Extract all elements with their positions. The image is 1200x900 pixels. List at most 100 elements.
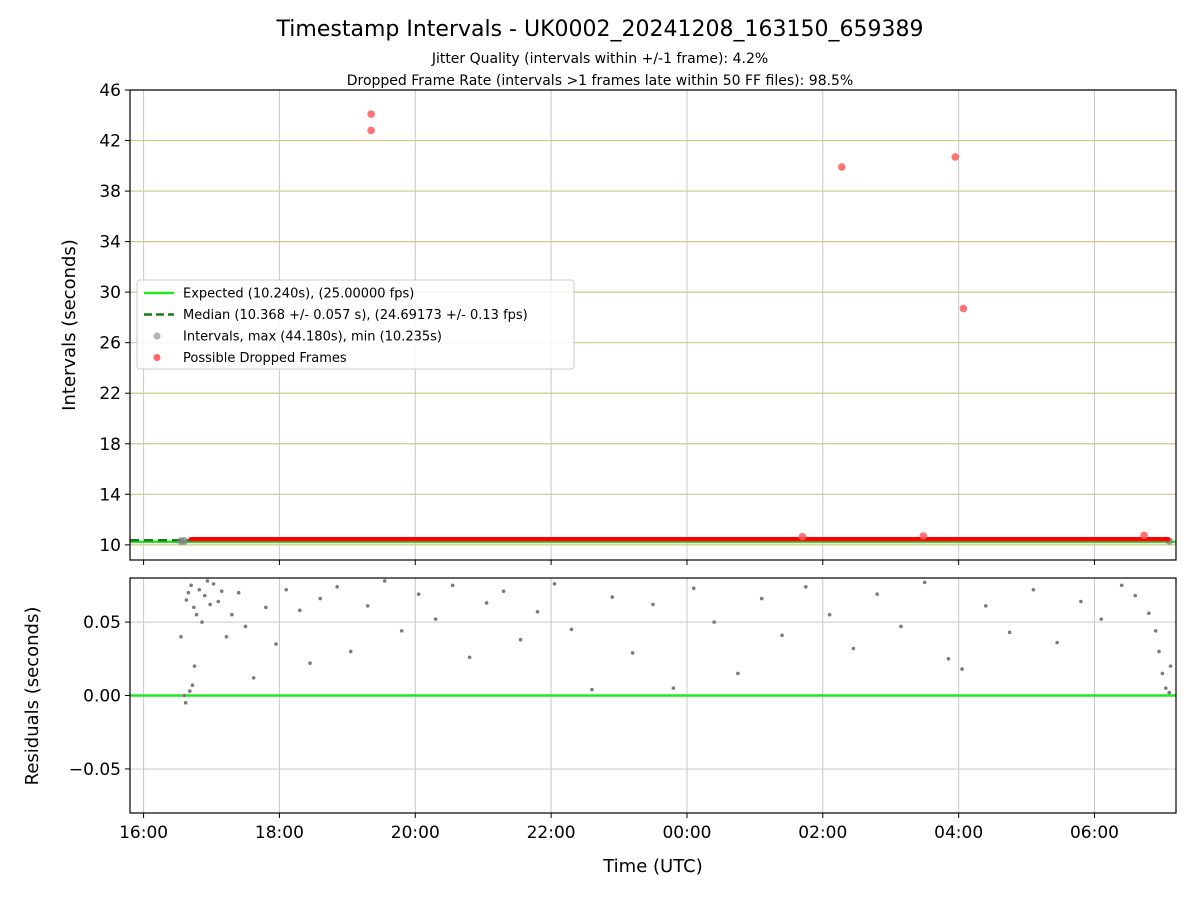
residual-point [251, 676, 256, 680]
residual-point [467, 655, 472, 660]
residual-point [1164, 686, 1168, 690]
time-x-axis: 16:00 18:00 20:00 22:00 00:00 02:00 04:00 06:00 [119, 813, 1119, 843]
dropped-frame-point [959, 304, 968, 313]
residual-point [1055, 640, 1059, 645]
intervals-y-tick-label: 10 [99, 536, 121, 556]
residuals-y-axis: −0.05 0.00 0.05 [69, 613, 130, 780]
dropped-frame-point [367, 126, 375, 135]
residual-point [984, 604, 988, 608]
residual-point [827, 612, 832, 617]
residuals-y-tick-label: −0.05 [69, 760, 121, 780]
intervals-y-tick-label: 18 [99, 435, 121, 455]
residual-point [202, 593, 207, 598]
residual-point [399, 629, 404, 633]
dropped-frame-point [798, 532, 807, 541]
time-x-tick-label: 02:00 [798, 823, 847, 843]
intervals-panel-frame [129, 89, 1177, 561]
time-x-tick-label: 16:00 [119, 823, 168, 843]
legend-box [136, 279, 575, 370]
residual-point [230, 612, 234, 617]
residual-point [183, 701, 188, 705]
residual-point [187, 689, 192, 693]
residual-point [851, 646, 856, 651]
residual-point [189, 583, 193, 588]
time-x-tick-label: 04:00 [934, 823, 983, 843]
residual-point [1153, 629, 1158, 633]
residuals-y-tick-label: 0.05 [83, 613, 121, 633]
residual-point [416, 592, 421, 596]
residual-point [318, 596, 322, 601]
residual-point [450, 583, 455, 588]
residual-point [216, 599, 221, 604]
residual-point [1160, 671, 1165, 676]
residual-point [610, 595, 615, 599]
residual-point [651, 602, 655, 607]
residual-point [197, 587, 202, 592]
residual-point [243, 624, 248, 629]
dropped-frame-point [919, 532, 928, 540]
residual-point [1147, 611, 1151, 616]
residual-point [759, 596, 764, 601]
intervals-marks [130, 110, 1176, 545]
legend-swatch-marker [153, 332, 161, 340]
residual-point [236, 590, 241, 595]
residual-point [946, 656, 951, 661]
intervals-panel: 10 14 18 22 26 30 34 38 42 46 Intervals (seconds)… [59, 81, 1177, 565]
time-x-axis-label: Time (UTC) [602, 856, 703, 877]
residual-point [208, 602, 212, 607]
residual-point [365, 604, 370, 608]
residual-point [552, 582, 557, 586]
intervals-y-tick-label: 30 [99, 283, 121, 303]
residual-point [219, 589, 224, 594]
chart-title: Timestamp Intervals - UK0002_20241208_16… [276, 17, 924, 42]
residual-point [264, 605, 268, 610]
legend: Expected (10.240s), (25.00000 fps) Median… [136, 279, 575, 370]
intervals-y-tick-label: 42 [99, 132, 121, 152]
residual-point [712, 620, 716, 624]
intervals-y-tick-label: 46 [99, 81, 121, 101]
residual-point [284, 587, 289, 592]
residual-point [1157, 649, 1161, 654]
residual-point [179, 634, 183, 639]
dropped-frame-point [1140, 531, 1148, 540]
residual-point [922, 580, 927, 585]
intervals-y-tick-label: 14 [99, 485, 121, 505]
residual-point [382, 579, 387, 583]
residual-point [899, 624, 903, 629]
residual-point [182, 693, 187, 698]
chart-subtitle-dropped: Dropped Frame Rate (intervals >1 frames … [347, 73, 854, 89]
residual-point [630, 651, 635, 655]
intervals-y-tick-label: 34 [99, 233, 121, 253]
residual-point [780, 633, 784, 638]
time-x-tick-label: 00:00 [662, 823, 711, 843]
residual-point [335, 585, 339, 589]
residual-point [1007, 630, 1012, 635]
residuals-y-tick-label: 0.00 [83, 687, 121, 707]
dropped-frame-point [951, 153, 960, 161]
dropped-frame-point [367, 110, 375, 118]
residual-point [1133, 593, 1138, 598]
legend-label: Median (10.368 +/- 0.057 s), (24.69173 +… [183, 308, 528, 323]
legend-label: Possible Dropped Frames [183, 351, 347, 366]
time-x-tick-label: 22:00 [527, 823, 576, 843]
residual-point [736, 671, 740, 676]
time-x-tick-label: 06:00 [1070, 823, 1119, 843]
residual-point [192, 605, 196, 610]
residual-point [484, 601, 489, 605]
residual-point [211, 582, 216, 586]
residual-point [274, 642, 278, 646]
legend-swatch-marker [153, 354, 161, 361]
residual-point [298, 608, 302, 613]
residual-point [590, 687, 594, 692]
residual-point [671, 686, 676, 690]
residuals-marks [130, 579, 1176, 705]
residual-point [1079, 599, 1083, 604]
residual-point [200, 620, 204, 624]
residual-point [192, 664, 197, 668]
residual-point [1031, 587, 1036, 592]
residual-point [691, 586, 696, 591]
residual-point [518, 637, 523, 642]
residual-point [1099, 617, 1104, 621]
residual-point [186, 590, 191, 595]
residual-point [184, 598, 189, 602]
